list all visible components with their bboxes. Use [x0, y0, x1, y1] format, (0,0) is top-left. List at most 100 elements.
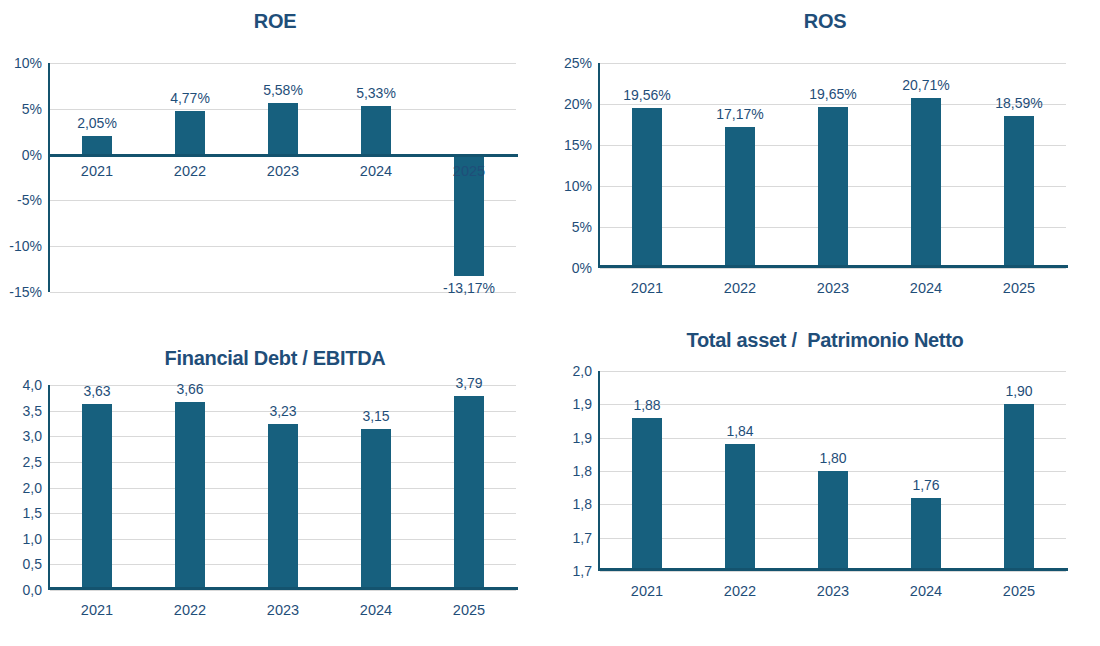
y-axis-line	[598, 63, 600, 268]
y-tick-label: -15%	[0, 284, 42, 300]
chart-title-financial-debt-ebitda: Financial Debt / EBITDA	[0, 347, 550, 370]
bar	[818, 471, 848, 571]
bar-value-label: 1,84	[695, 423, 785, 439]
chart-financial-debt-ebitda: Financial Debt / EBITDA 3,6320213,662022…	[0, 323, 550, 646]
x-axis-line	[48, 587, 518, 590]
category-label: 2021	[602, 583, 692, 599]
chart-title-roe: ROE	[0, 10, 550, 33]
category-label: 2022	[145, 163, 235, 179]
y-axis-line	[48, 63, 50, 292]
category-label: 2024	[881, 583, 971, 599]
y-tick-label: 10%	[550, 178, 592, 194]
y-tick-label: 3,0	[0, 428, 42, 444]
y-tick-label: 0%	[550, 260, 592, 276]
plot-area-financial-debt-ebitda: 3,6320213,6620223,2320233,1520243,792025	[50, 385, 516, 590]
x-axis-line	[598, 568, 1068, 571]
y-tick-label: 2,0	[0, 480, 42, 496]
category-label: 2024	[881, 280, 971, 296]
bar	[175, 111, 205, 155]
y-tick-label: 0,5	[0, 556, 42, 572]
bar-value-label: 1,76	[881, 477, 971, 493]
bar-value-label: 18,59%	[974, 95, 1064, 111]
gridline	[600, 438, 1066, 439]
bar	[632, 418, 662, 571]
category-label: 2025	[974, 280, 1064, 296]
y-tick-label: 15%	[550, 137, 592, 153]
bar-value-label: 20,71%	[881, 77, 971, 93]
bar	[911, 98, 941, 268]
bar-value-label: 17,17%	[695, 106, 785, 122]
x-axis-line	[598, 265, 1068, 268]
category-label: 2022	[145, 602, 235, 618]
bar	[361, 429, 391, 590]
y-tick-label: 2,0	[550, 363, 592, 379]
y-axis-line	[48, 385, 50, 590]
bar	[911, 498, 941, 571]
y-tick-label: 20%	[550, 96, 592, 112]
gridline	[600, 371, 1066, 372]
gridline	[50, 200, 516, 201]
chart-title-total-asset-patrimonio-netto: Total asset / Patrimonio Netto	[550, 329, 1100, 352]
gridline	[50, 63, 516, 64]
y-tick-label: 3,5	[0, 403, 42, 419]
y-tick-label: 5%	[0, 101, 42, 117]
category-label: 2021	[52, 602, 142, 618]
chart-total-asset-patrimonio-netto: Total asset / Patrimonio Netto 1,8820211…	[550, 323, 1100, 646]
category-label: 2025	[424, 602, 514, 618]
category-label: 2021	[52, 163, 142, 179]
category-label: 2023	[238, 602, 328, 618]
y-tick-label: 25%	[550, 55, 592, 71]
bar	[82, 136, 112, 155]
y-tick-label: 0,0	[0, 582, 42, 598]
y-tick-label: 1,9	[550, 430, 592, 446]
bar-value-label: 3,66	[145, 381, 235, 397]
y-tick-label: 4,0	[0, 377, 42, 393]
y-tick-label: -10%	[0, 238, 42, 254]
category-label: 2023	[238, 163, 328, 179]
y-tick-label: 1,8	[550, 496, 592, 512]
chart-title-ros: ROS	[550, 10, 1100, 33]
category-label: 2022	[695, 280, 785, 296]
bar-value-label: 5,33%	[331, 85, 421, 101]
bar	[1004, 116, 1034, 268]
y-tick-label: 5%	[550, 219, 592, 235]
bar-value-label: 5,58%	[238, 82, 328, 98]
category-label: 2024	[331, 163, 421, 179]
dashboard: ROE 2,05%20214,77%20225,58%20235,33%2024…	[0, 0, 1100, 646]
bar-value-label: 3,63	[52, 383, 142, 399]
bar	[82, 404, 112, 590]
gridline	[600, 268, 1066, 269]
bar	[175, 402, 205, 590]
gridline	[50, 590, 516, 591]
category-label: 2022	[695, 583, 785, 599]
bar	[818, 107, 848, 268]
y-tick-label: 1,7	[550, 530, 592, 546]
y-tick-label: 10%	[0, 55, 42, 71]
bar-value-label: 4,77%	[145, 90, 235, 106]
bar	[454, 396, 484, 590]
bar	[268, 103, 298, 154]
y-tick-label: -5%	[0, 192, 42, 208]
bar	[1004, 404, 1034, 571]
bar-value-label: 19,56%	[602, 87, 692, 103]
bar-value-label: 1,88	[602, 397, 692, 413]
bar-value-label: 19,65%	[788, 86, 878, 102]
plot-area-ros: 19,56%202117,17%202219,65%202320,71%2024…	[600, 63, 1066, 268]
bar-value-label: 3,15	[331, 408, 421, 424]
y-axis-line	[598, 371, 600, 571]
y-tick-label: 2,5	[0, 454, 42, 470]
bar	[361, 106, 391, 155]
plot-area-total-asset-patrimonio-netto: 1,8820211,8420221,8020231,7620241,902025	[600, 371, 1066, 571]
chart-roe: ROE 2,05% 2021 4,77% 2022 5,58% 2023 5,33% 2024…	[0, 0, 550, 323]
bar-value-label: 2,05%	[52, 115, 142, 131]
y-tick-label: 1,0	[0, 531, 42, 547]
category-label: 2023	[788, 583, 878, 599]
y-tick-label: 1,7	[550, 563, 592, 579]
y-tick-label: 1,9	[550, 396, 592, 412]
gridline	[600, 571, 1066, 572]
category-label: 2021	[602, 280, 692, 296]
bar-value-label: 1,90	[974, 383, 1064, 399]
bar	[632, 108, 662, 268]
bar	[725, 127, 755, 268]
bar	[725, 444, 755, 571]
